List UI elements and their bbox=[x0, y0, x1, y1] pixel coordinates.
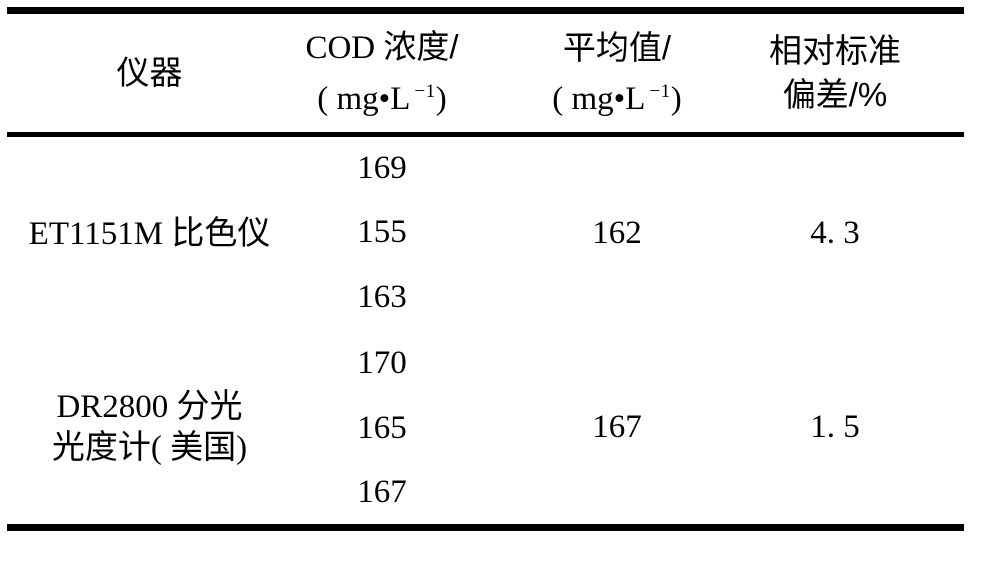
instrument-name-line1: DR2800 分光 bbox=[56, 388, 243, 425]
average-unit-suffix: ) bbox=[670, 80, 682, 117]
cod-value: 165 bbox=[357, 410, 407, 447]
table-container: 仪器 COD 浓度/ ( mg•L −1) 平均值/ ( mg•L −1) 相对标准… bbox=[7, 7, 964, 531]
table-body: ET1151M 比色仪 169 162 4. 3 155 163 DR2800 … bbox=[7, 135, 964, 528]
table-row: 163 bbox=[7, 266, 964, 332]
rsd-value-cell: 1. 5 bbox=[762, 331, 964, 528]
cod-value: 170 bbox=[357, 344, 407, 381]
cod-value: 169 bbox=[357, 149, 407, 186]
cod-value-cell: 167 bbox=[292, 462, 472, 528]
average-label: 平均值/ bbox=[562, 28, 672, 66]
average-value-cell: 167 bbox=[472, 331, 762, 528]
cod-unit-suffix: ) bbox=[435, 81, 447, 117]
table-header: 仪器 COD 浓度/ ( mg•L −1) 平均值/ ( mg•L −1) 相对标准… bbox=[7, 11, 964, 135]
cod-comparison-table: 仪器 COD 浓度/ ( mg•L −1) 平均值/ ( mg•L −1) 相对标准… bbox=[7, 7, 964, 531]
rsd-label-line2: 偏差/% bbox=[782, 76, 888, 113]
col-header-instrument-label: 仪器 bbox=[116, 54, 183, 91]
cod-unit-prefix: ( mg•L bbox=[317, 81, 411, 117]
average-unit-prefix: ( mg•L bbox=[552, 80, 646, 117]
cod-value: 155 bbox=[357, 213, 407, 250]
rsd-label-line1: 相对标准 bbox=[769, 32, 901, 69]
cod-value-cell: 155 bbox=[292, 200, 472, 266]
cod-value-cell: 165 bbox=[292, 397, 472, 463]
average-value: 162 bbox=[592, 215, 642, 252]
col-header-average: 平均值/ ( mg•L −1) bbox=[472, 11, 762, 135]
cod-value-cell: 163 bbox=[292, 266, 472, 332]
col-header-cod-concentration: COD 浓度/ ( mg•L −1) bbox=[292, 11, 472, 135]
instrument-cell-dr2800: DR2800 分光 光度计( 美国) bbox=[7, 331, 292, 528]
table-row: DR2800 分光 光度计( 美国) 170 167 1. 5 bbox=[7, 331, 964, 466]
cod-value: 163 bbox=[357, 279, 407, 316]
cod-unit: ( mg•L −1) bbox=[292, 70, 472, 121]
cod-value-cell: 169 bbox=[292, 135, 472, 201]
instrument-cell-et1151m: ET1151M 比色仪 bbox=[7, 135, 292, 332]
instrument-name: ET1151M 比色仪 bbox=[28, 215, 271, 252]
average-value-cell: 162 bbox=[472, 135, 762, 332]
col-header-cod-label: COD 浓度/ bbox=[292, 25, 472, 70]
rsd-value: 1. 5 bbox=[810, 408, 860, 445]
average-value: 167 bbox=[592, 408, 642, 445]
table-row: 165 bbox=[7, 397, 964, 463]
table-row: 155 bbox=[7, 200, 964, 266]
cod-label-latin: COD bbox=[305, 30, 384, 66]
rsd-value: 4. 3 bbox=[810, 215, 860, 252]
average-unit-superscript: −1 bbox=[649, 80, 671, 102]
table-row: ET1151M 比色仪 169 162 4. 3 bbox=[7, 135, 964, 252]
cod-label-cjk: 浓度/ bbox=[383, 28, 459, 65]
rsd-value-cell: 4. 3 bbox=[762, 135, 964, 332]
header-row: 仪器 COD 浓度/ ( mg•L −1) 平均值/ ( mg•L −1) 相对标准… bbox=[7, 11, 964, 135]
instrument-name-line2: 光度计( 美国) bbox=[51, 429, 248, 466]
cod-value-cell: 170 bbox=[292, 331, 472, 397]
cod-unit-superscript: −1 bbox=[414, 81, 436, 102]
table-row: 167 bbox=[7, 462, 964, 528]
average-unit: ( mg•L −1) bbox=[472, 70, 762, 121]
col-header-rsd: 相对标准 偏差/% bbox=[762, 11, 964, 135]
col-header-instrument: 仪器 bbox=[7, 11, 292, 135]
cod-value: 167 bbox=[357, 474, 407, 511]
